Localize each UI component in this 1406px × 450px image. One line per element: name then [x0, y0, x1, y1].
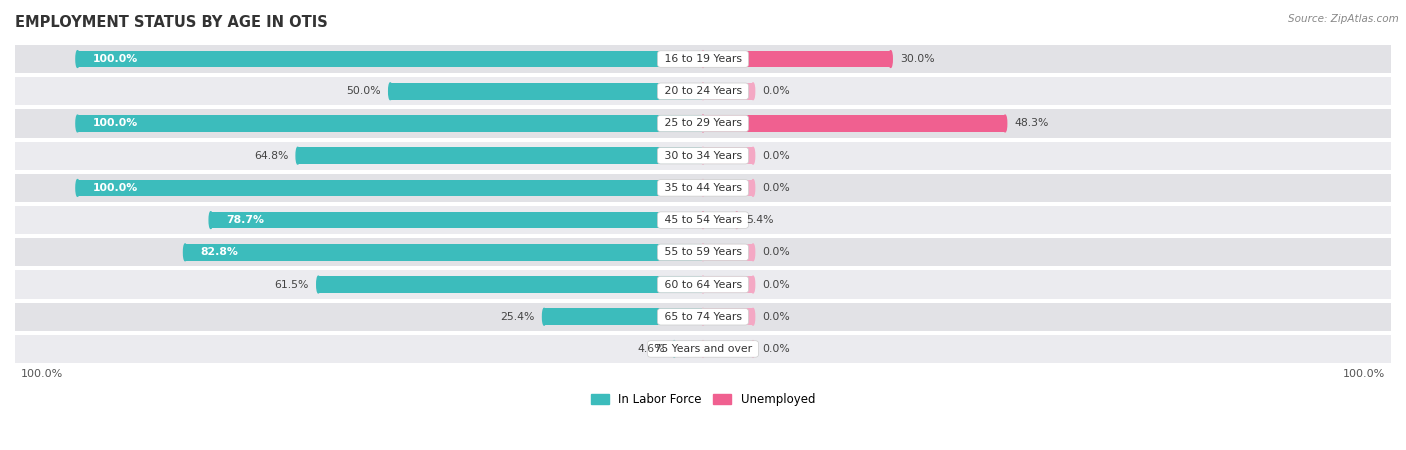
Legend: In Labor Force, Unemployed: In Labor Force, Unemployed: [586, 388, 820, 410]
Circle shape: [1004, 115, 1007, 132]
Text: 35 to 44 Years: 35 to 44 Years: [661, 183, 745, 193]
Circle shape: [702, 147, 704, 164]
Text: 61.5%: 61.5%: [274, 279, 309, 289]
Text: 0.0%: 0.0%: [762, 183, 790, 193]
Text: 100.0%: 100.0%: [93, 54, 138, 64]
Circle shape: [751, 341, 755, 357]
Circle shape: [751, 83, 755, 99]
Bar: [77, 115, 703, 132]
Text: 55 to 59 Years: 55 to 59 Years: [661, 248, 745, 257]
Text: EMPLOYMENT STATUS BY AGE IN OTIS: EMPLOYMENT STATUS BY AGE IN OTIS: [15, 15, 328, 30]
Bar: [544, 308, 703, 325]
Bar: [703, 276, 754, 293]
Text: 30.0%: 30.0%: [900, 54, 935, 64]
Bar: [703, 180, 754, 196]
Text: 48.3%: 48.3%: [1015, 118, 1049, 128]
Text: 100.0%: 100.0%: [21, 369, 63, 379]
Bar: [15, 302, 1391, 331]
Circle shape: [543, 308, 546, 325]
Circle shape: [702, 180, 704, 196]
Text: 60 to 64 Years: 60 to 64 Years: [661, 279, 745, 289]
Text: 5.4%: 5.4%: [747, 215, 773, 225]
Circle shape: [316, 276, 321, 293]
Text: 30 to 34 Years: 30 to 34 Years: [661, 151, 745, 161]
Circle shape: [751, 276, 755, 293]
Bar: [15, 174, 1391, 202]
Text: 82.8%: 82.8%: [201, 248, 239, 257]
Text: 20 to 24 Years: 20 to 24 Years: [661, 86, 745, 96]
Circle shape: [184, 244, 187, 261]
Text: 50.0%: 50.0%: [346, 86, 381, 96]
Bar: [15, 141, 1391, 170]
Text: 16 to 19 Years: 16 to 19 Years: [661, 54, 745, 64]
Circle shape: [76, 115, 79, 132]
Bar: [703, 147, 754, 164]
Circle shape: [702, 244, 704, 261]
Circle shape: [751, 244, 755, 261]
Bar: [703, 244, 754, 261]
Bar: [15, 238, 1391, 266]
Text: 64.8%: 64.8%: [254, 151, 288, 161]
Bar: [77, 51, 703, 68]
Circle shape: [702, 276, 704, 293]
Text: 75 Years and over: 75 Years and over: [651, 344, 755, 354]
Circle shape: [751, 147, 755, 164]
Text: 100.0%: 100.0%: [1343, 369, 1385, 379]
Bar: [186, 244, 703, 261]
Circle shape: [702, 308, 704, 325]
Text: Source: ZipAtlas.com: Source: ZipAtlas.com: [1288, 14, 1399, 23]
Text: 4.6%: 4.6%: [637, 344, 665, 354]
Bar: [675, 341, 703, 357]
Circle shape: [702, 341, 704, 357]
Bar: [703, 51, 890, 68]
Bar: [15, 77, 1391, 105]
Bar: [211, 212, 703, 229]
Text: 25 to 29 Years: 25 to 29 Years: [661, 118, 745, 128]
Text: 100.0%: 100.0%: [93, 183, 138, 193]
Text: 45 to 54 Years: 45 to 54 Years: [661, 215, 745, 225]
Bar: [77, 180, 703, 196]
Bar: [703, 115, 1005, 132]
Bar: [318, 276, 703, 293]
Text: 65 to 74 Years: 65 to 74 Years: [661, 312, 745, 322]
Circle shape: [702, 115, 704, 132]
Circle shape: [76, 51, 79, 68]
Circle shape: [735, 212, 738, 229]
Circle shape: [76, 180, 79, 196]
Circle shape: [702, 212, 704, 229]
Bar: [703, 212, 737, 229]
Text: 0.0%: 0.0%: [762, 248, 790, 257]
Text: 0.0%: 0.0%: [762, 279, 790, 289]
Text: 0.0%: 0.0%: [762, 86, 790, 96]
Text: 100.0%: 100.0%: [93, 118, 138, 128]
Text: 0.0%: 0.0%: [762, 312, 790, 322]
Text: 0.0%: 0.0%: [762, 151, 790, 161]
Circle shape: [209, 212, 212, 229]
Bar: [391, 83, 703, 99]
Bar: [15, 335, 1391, 363]
Bar: [15, 206, 1391, 234]
Circle shape: [297, 147, 299, 164]
Text: 25.4%: 25.4%: [501, 312, 534, 322]
Circle shape: [672, 341, 676, 357]
Circle shape: [751, 308, 755, 325]
Text: 0.0%: 0.0%: [762, 344, 790, 354]
Circle shape: [751, 180, 755, 196]
Bar: [703, 308, 754, 325]
Bar: [703, 83, 754, 99]
Bar: [15, 45, 1391, 73]
Text: 78.7%: 78.7%: [226, 215, 264, 225]
Bar: [15, 270, 1391, 299]
Bar: [15, 109, 1391, 138]
Bar: [703, 341, 754, 357]
Circle shape: [702, 83, 704, 99]
Circle shape: [702, 51, 704, 68]
Bar: [298, 147, 703, 164]
Circle shape: [889, 51, 893, 68]
Circle shape: [388, 83, 392, 99]
